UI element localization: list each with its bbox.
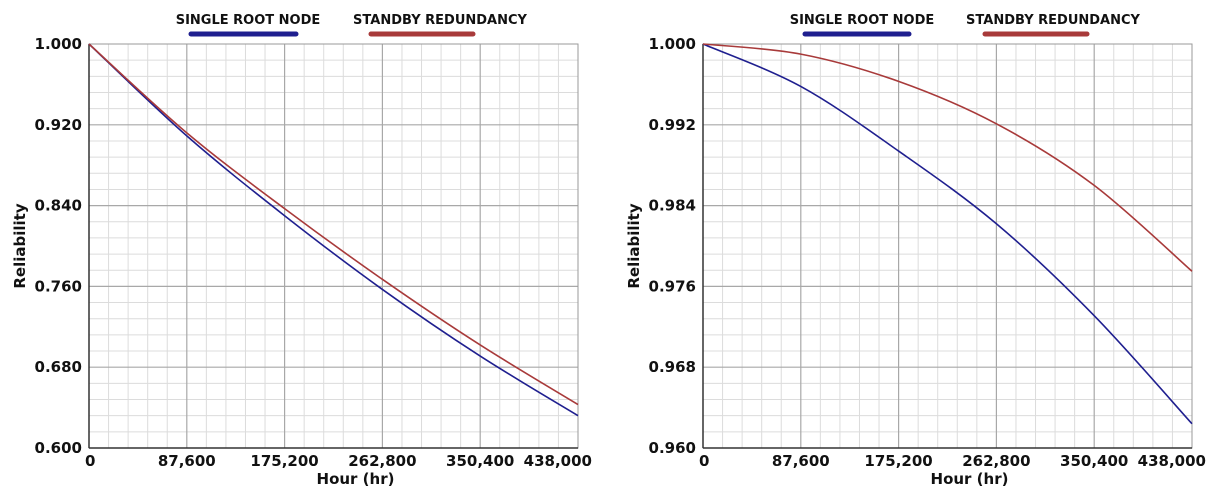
legend-label-single-root-node: SINGLE ROOT NODE xyxy=(790,13,935,28)
x-tick-label: 350,400 xyxy=(446,452,514,470)
chart-2: 0 87,600 175,200 262,800 350,400 438,000 0.960… xyxy=(625,13,1206,488)
x-tick-label: 175,200 xyxy=(250,452,318,470)
legend-label-standby-redundancy: STANDBY REDUNDANCY xyxy=(966,13,1140,28)
y-tick-label: 0.680 xyxy=(35,358,82,376)
x-tick-label: 262,800 xyxy=(962,452,1030,470)
y-tick-label: 0.760 xyxy=(35,277,82,295)
series-line-single-root-node xyxy=(702,43,1193,425)
y-tick-label: 0.992 xyxy=(649,116,696,134)
y-tick-label: 0.840 xyxy=(35,197,82,215)
y-tick-label: 1.000 xyxy=(649,35,696,53)
y-tick-label: 0.920 xyxy=(35,116,82,134)
x-tick-label: 0 xyxy=(699,452,709,470)
grid xyxy=(89,44,578,448)
x-tick-label: 350,400 xyxy=(1060,452,1128,470)
y-tick-label: 0.600 xyxy=(35,439,82,457)
plot-frame xyxy=(88,43,579,449)
y-axis-title: Reliability xyxy=(625,203,643,288)
x-axis-title: Hour (hr) xyxy=(317,470,395,488)
x-tick-label: 175,200 xyxy=(864,452,932,470)
y-tick-label: 0.984 xyxy=(649,197,696,215)
series-line-single-root-node xyxy=(88,43,579,417)
grid xyxy=(703,44,1192,448)
legend-label-single-root-node: SINGLE ROOT NODE xyxy=(176,13,321,28)
y-tick-label: 0.968 xyxy=(649,358,696,376)
chart-1: 0 87,600 175,200 262,800 350,400 438,000 0.600… xyxy=(11,13,592,488)
x-axis-title: Hour (hr) xyxy=(931,470,1009,488)
y-tick-label: 0.976 xyxy=(649,277,696,295)
x-tick-label: 87,600 xyxy=(772,452,830,470)
legend-label-standby-redundancy: STANDBY REDUNDANCY xyxy=(353,13,527,28)
y-tick-label: 0.960 xyxy=(649,439,696,457)
x-tick-label: 438,000 xyxy=(524,452,592,470)
x-tick-label: 87,600 xyxy=(158,452,216,470)
series-line-standby-redundancy xyxy=(88,43,579,406)
x-tick-label: 262,800 xyxy=(348,452,416,470)
x-tick-label: 438,000 xyxy=(1138,452,1206,470)
y-tick-label: 1.000 xyxy=(35,35,82,53)
series-line-standby-redundancy xyxy=(702,43,1193,272)
plot-frame xyxy=(702,43,1193,449)
y-axis-title: Reliability xyxy=(11,203,29,288)
x-tick-label: 0 xyxy=(85,452,95,470)
